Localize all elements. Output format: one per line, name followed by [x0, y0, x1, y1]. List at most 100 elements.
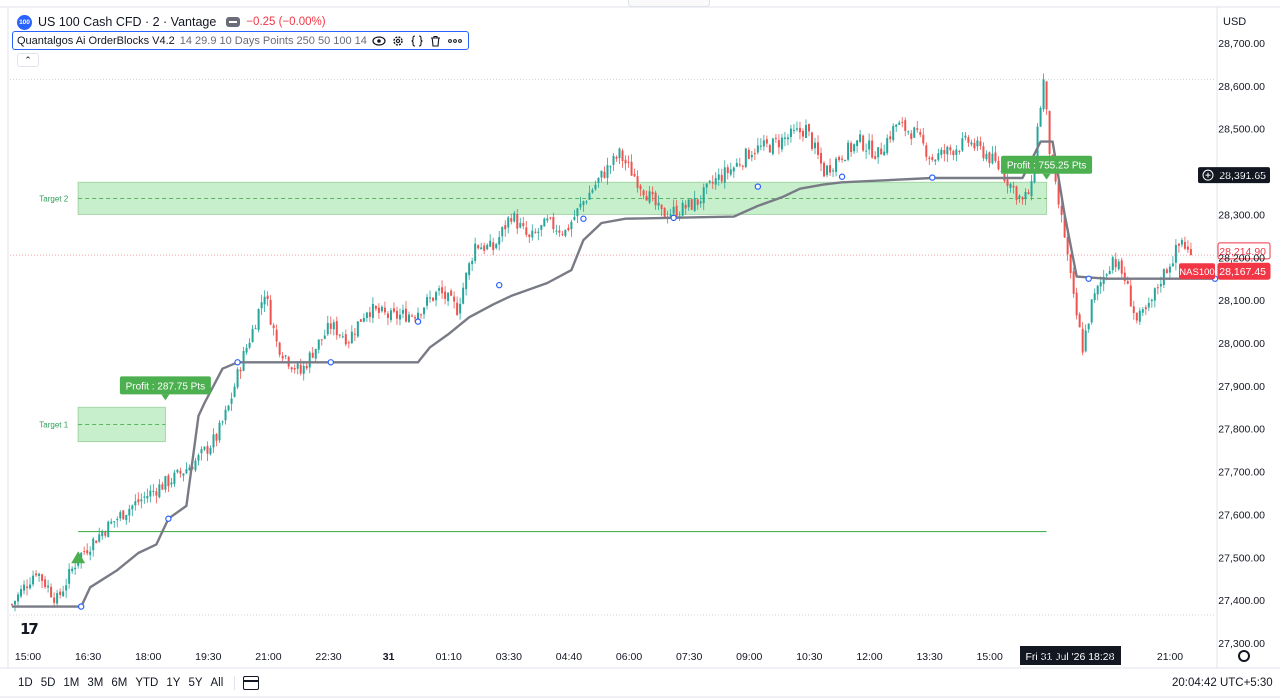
candle-body — [447, 292, 450, 302]
range-ytd[interactable]: YTD — [135, 677, 159, 689]
x-tick-label: 16:30 — [1037, 651, 1063, 663]
tradingview-logo-icon[interactable]: 17 — [20, 620, 39, 638]
candle-body — [374, 306, 377, 309]
candle-body — [335, 321, 338, 336]
symbol-title[interactable]: US 100 Cash CFD · 2 · Vantage — [38, 15, 217, 29]
candle-body — [1144, 307, 1147, 310]
clock[interactable]: 20:04:42 UTC+5:30 — [1172, 677, 1273, 689]
candle-body — [11, 604, 13, 606]
candle-body — [943, 150, 946, 154]
candle-body — [92, 538, 95, 551]
candle-body — [838, 156, 841, 161]
candle-body — [98, 534, 101, 542]
x-tick-label: 21:00 — [1157, 651, 1183, 663]
candle-body — [627, 161, 630, 163]
stop-step-marker — [929, 174, 936, 181]
y-tick-label: 27,700.00 — [1218, 467, 1265, 479]
trash-icon[interactable] — [429, 34, 443, 48]
candle-body — [167, 475, 170, 487]
candle-body — [1153, 288, 1156, 301]
candle-body — [347, 342, 350, 344]
candle-body — [651, 191, 654, 195]
price-change: −0.25 (−0.00%) — [246, 16, 326, 28]
y-tick-label: 27,300.00 — [1218, 638, 1265, 650]
stop-step-marker — [838, 173, 846, 180]
indicator-legend[interactable]: Quantalgos Ai OrderBlocks V4.2 14 29.9 1… — [12, 31, 469, 50]
currency-selector[interactable]: USD — [1223, 16, 1247, 28]
candle-body — [128, 508, 131, 516]
candle-body — [618, 148, 621, 159]
candle-body — [844, 159, 847, 162]
candle-body — [723, 167, 726, 183]
candle-body — [236, 369, 239, 388]
candle-body — [1129, 285, 1132, 307]
range-all[interactable]: All — [210, 677, 224, 689]
range-5y[interactable]: 5Y — [188, 677, 203, 689]
candle-body — [1087, 323, 1090, 330]
calendar-icon[interactable] — [243, 676, 260, 690]
candle-body — [642, 190, 645, 196]
candle-body — [898, 122, 901, 125]
candle-body — [233, 386, 236, 397]
market-status-icon[interactable] — [226, 17, 241, 27]
range-1y[interactable]: 1Y — [166, 677, 181, 689]
candle-body — [14, 601, 17, 605]
candle-body — [1096, 285, 1099, 295]
candle-body — [489, 240, 492, 247]
candle-body — [519, 223, 522, 228]
candle-body — [570, 221, 573, 230]
candle-body — [1003, 172, 1006, 182]
candle-body — [907, 131, 910, 133]
code-icon[interactable] — [410, 34, 424, 48]
crosshair-time-box — [1020, 646, 1121, 665]
candle-body — [338, 334, 341, 336]
x-tick-label: 01:10 — [436, 651, 462, 663]
stop-step-marker — [77, 603, 85, 610]
candle-body — [389, 310, 392, 321]
candle-body — [657, 202, 660, 206]
chevron-up-icon[interactable]: ⌃ — [17, 53, 39, 67]
top-tab-handle[interactable] — [628, 0, 710, 7]
candle-body — [95, 540, 98, 544]
candle-body — [537, 231, 540, 233]
candle-body — [1117, 261, 1120, 270]
more-icon[interactable] — [447, 34, 462, 48]
indicator-name[interactable]: Quantalgos Ai OrderBlocks V4.2 — [17, 34, 175, 47]
candle-body — [1078, 314, 1081, 328]
candle-body — [410, 315, 413, 317]
gear-icon[interactable] — [391, 34, 405, 48]
x-tick-label: 07:30 — [676, 651, 702, 663]
candle-body — [732, 167, 735, 172]
candle-body — [278, 342, 281, 355]
stop-step-marker — [1085, 275, 1092, 282]
range-5d[interactable]: 5D — [40, 677, 56, 689]
candle-body — [1081, 328, 1084, 353]
candle-body — [507, 217, 510, 228]
profit-label: Profit : 287.75 Pts — [119, 376, 211, 401]
candle-body — [161, 484, 164, 490]
range-3m[interactable]: 3M — [87, 677, 104, 689]
eye-icon[interactable] — [372, 34, 386, 48]
candle-body — [976, 140, 979, 147]
range-1d[interactable]: 1D — [18, 677, 33, 689]
candle-body — [1123, 272, 1126, 281]
candle-body — [1024, 192, 1027, 199]
range-6m[interactable]: 6M — [111, 677, 128, 689]
candle-body — [747, 149, 750, 159]
candle-body — [883, 151, 886, 156]
stop-step-marker — [754, 183, 762, 190]
candle-body — [726, 167, 729, 174]
candle-body — [501, 227, 504, 237]
candle-body — [534, 231, 537, 233]
y-tick-label: 27,800.00 — [1218, 424, 1265, 436]
candle-body — [284, 355, 287, 357]
candle-body — [1186, 246, 1189, 250]
range-1m[interactable]: 1M — [63, 677, 80, 689]
candle-body — [621, 150, 624, 162]
candle-body — [26, 586, 29, 588]
candle-body — [952, 150, 955, 156]
candle-body — [200, 449, 203, 454]
target-label: Target 1 — [39, 420, 68, 429]
axis-settings-gear-icon[interactable] — [1238, 650, 1250, 662]
